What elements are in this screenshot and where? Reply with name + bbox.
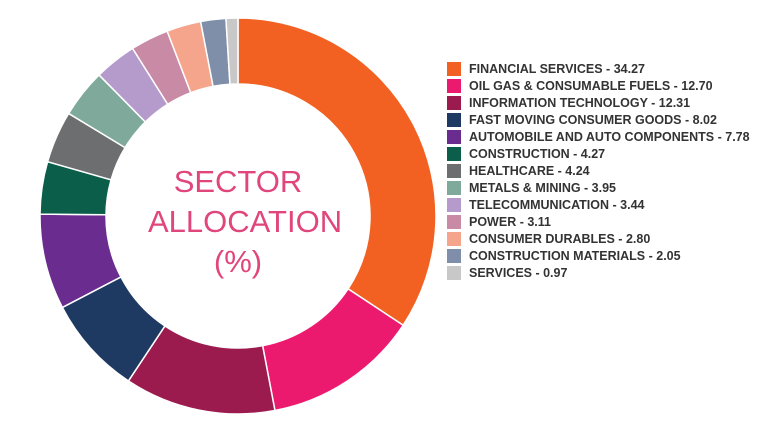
legend-item: SERVICES - 0.97 <box>447 265 765 282</box>
legend-label: CONSTRUCTION - 4.27 <box>469 147 606 161</box>
legend-item: POWER - 3.11 <box>447 214 765 231</box>
legend-item: AUTOMOBILE AND AUTO COMPONENTS - 7.78 <box>447 129 765 146</box>
legend-swatch <box>447 181 461 195</box>
legend-item: TELECOMMUNICATION - 3.44 <box>447 197 765 214</box>
legend-swatch <box>447 113 461 127</box>
legend-swatch <box>447 266 461 280</box>
legend-label: CONSUMER DURABLES - 2.80 <box>469 232 651 246</box>
legend-swatch <box>447 79 461 93</box>
chart-title: SECTOR ALLOCATION (%) <box>148 164 343 279</box>
legend-label: TELECOMMUNICATION - 3.44 <box>469 198 645 212</box>
donut-slice <box>225 17 239 86</box>
legend-item: FAST MOVING CONSUMER GOODS - 8.02 <box>447 112 765 129</box>
legend-swatch <box>447 164 461 178</box>
legend-item: CONSTRUCTION - 4.27 <box>447 146 765 163</box>
legend-label: METALS & MINING - 3.95 <box>469 181 617 195</box>
legend-swatch <box>447 249 461 263</box>
legend-item: CONSTRUCTION MATERIALS - 2.05 <box>447 248 765 265</box>
legend-swatch <box>447 232 461 246</box>
legend-item: FINANCIAL SERVICES - 34.27 <box>447 61 765 78</box>
legend-item: CONSUMER DURABLES - 2.80 <box>447 231 765 248</box>
legend-label: INFORMATION TECHNOLOGY - 12.31 <box>469 96 691 110</box>
legend-item: INFORMATION TECHNOLOGY - 12.31 <box>447 95 765 112</box>
legend-label: AUTOMOBILE AND AUTO COMPONENTS - 7.78 <box>469 130 750 144</box>
legend-item: HEALTHCARE - 4.24 <box>447 163 765 180</box>
legend-item: OIL GAS & CONSUMABLE FUELS - 12.70 <box>447 78 765 95</box>
legend-swatch <box>447 130 461 144</box>
legend-item: METALS & MINING - 3.95 <box>447 180 765 197</box>
legend: FINANCIAL SERVICES - 34.27 OIL GAS & CONS… <box>447 61 765 282</box>
legend-label: CONSTRUCTION MATERIALS - 2.05 <box>469 249 681 263</box>
legend-swatch <box>447 62 461 76</box>
legend-label: OIL GAS & CONSUMABLE FUELS - 12.70 <box>469 79 713 93</box>
legend-label: FINANCIAL SERVICES - 34.27 <box>469 62 645 76</box>
chart <box>39 17 437 415</box>
legend-label: HEALTHCARE - 4.24 <box>469 164 590 178</box>
legend-swatch <box>447 198 461 212</box>
legend-swatch <box>447 147 461 161</box>
legend-label: FAST MOVING CONSUMER GOODS - 8.02 <box>469 113 717 127</box>
legend-swatch <box>447 96 461 110</box>
donut-slice <box>237 17 437 327</box>
legend-label: SERVICES - 0.97 <box>469 266 568 280</box>
legend-swatch <box>447 215 461 229</box>
legend-label: POWER - 3.11 <box>469 215 551 229</box>
